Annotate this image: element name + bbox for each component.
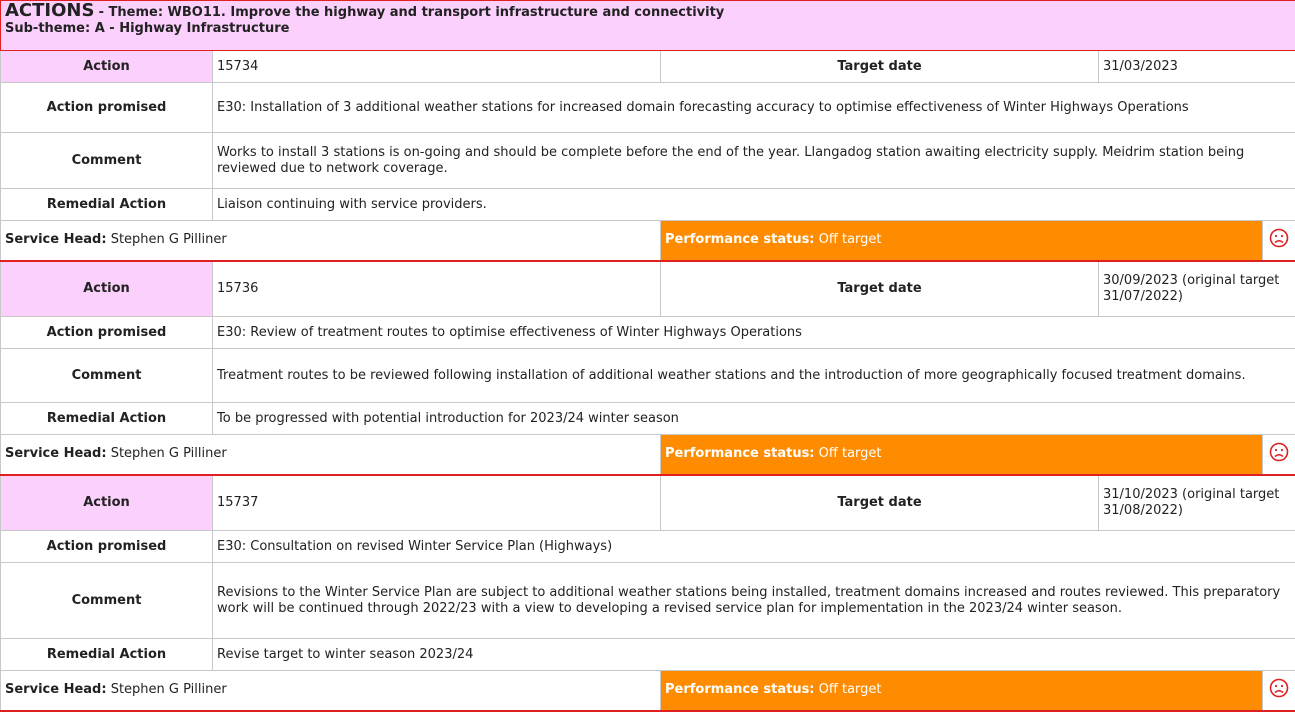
sad-face-icon	[1269, 228, 1289, 248]
label-cell: Remedial Action	[0, 638, 213, 671]
label-cell: Target date	[660, 50, 1099, 83]
remedial-text: Revise target to winter season 2023/24	[211, 638, 1295, 671]
status: Off target	[818, 232, 882, 248]
label-cell: Remedial Action	[0, 402, 213, 435]
target-date: 31/10/2023 (original target 31/08/2022)	[1097, 474, 1295, 531]
status-label: Performance status:	[665, 446, 815, 462]
status-label: Performance status:	[665, 232, 815, 248]
service-head-cell: Service Head: Stephen G Pilliner	[0, 670, 661, 712]
remedial-text: To be progressed with potential introduc…	[211, 402, 1295, 435]
label-cell: Comment	[0, 132, 213, 189]
action-row: Action 15734 Target date 31/03/2023	[0, 50, 1295, 83]
promised-text: E30: Consultation on revised Winter Serv…	[211, 530, 1295, 563]
target-date: 30/09/2023 (original target 31/07/2022)	[1097, 260, 1295, 317]
service-head: Stephen G Pilliner	[110, 682, 227, 698]
promised-row: Action promised E30: Consultation on revi…	[0, 530, 1295, 563]
status-cell: Performance status: Off target	[660, 670, 1263, 712]
status-cell: Performance status: Off target	[660, 220, 1263, 262]
remedial-row: Remedial Action Liaison continuing with s…	[0, 188, 1295, 221]
label-cell: Action promised	[0, 316, 213, 349]
action-id: 15737	[212, 474, 661, 531]
service-head: Stephen G Pilliner	[110, 232, 227, 248]
status-cell: Performance status: Off target	[660, 434, 1263, 476]
label-cell: Comment	[0, 562, 213, 639]
status: Off target	[818, 446, 882, 462]
comment-row: Comment Works to install 3 stations is on…	[0, 132, 1295, 189]
promised-row: Action promised E30: Installation of 3 ad…	[0, 82, 1295, 133]
label-cell: Comment	[0, 348, 213, 403]
label-cell: Action	[0, 474, 213, 531]
icon-cell	[1261, 220, 1295, 262]
service-row: Service Head: Stephen G Pilliner Performa…	[0, 670, 1295, 712]
comment-text: Revisions to the Winter Service Plan are…	[211, 562, 1295, 639]
label-cell: Target date	[660, 260, 1099, 317]
comment-row: Comment Revisions to the Winter Service P…	[0, 562, 1295, 639]
label-cell: Action promised	[0, 82, 213, 133]
action-id: 15736	[212, 260, 661, 317]
service-head-label: Service Head:	[5, 232, 107, 248]
status: Off target	[818, 682, 882, 698]
service-head-label: Service Head:	[5, 682, 107, 698]
label-cell: Target date	[660, 474, 1099, 531]
promised-text: E30: Installation of 3 additional weathe…	[211, 82, 1295, 133]
remedial-row: Remedial Action To be progressed with pot…	[0, 402, 1295, 435]
subtheme: Sub-theme: A - Highway Infrastructure	[5, 21, 290, 36]
service-head: Stephen G Pilliner	[110, 446, 227, 462]
service-row: Service Head: Stephen G Pilliner Performa…	[0, 220, 1295, 262]
comment-text: Works to install 3 stations is on-going …	[211, 132, 1295, 189]
header-cell: ACTIONS - Theme: WBO11. Improve the high…	[0, 0, 1295, 51]
icon-cell	[1261, 434, 1295, 476]
remedial-text: Liaison continuing with service provider…	[211, 188, 1295, 221]
action-row: Action 15736 Target date 30/09/2023 (origin…	[0, 260, 1295, 317]
service-head-cell: Service Head: Stephen G Pilliner	[0, 220, 661, 262]
target-date: 31/03/2023	[1097, 50, 1295, 83]
remedial-row: Remedial Action Revise target to winter s…	[0, 638, 1295, 671]
sad-face-icon	[1269, 678, 1289, 698]
comment-row: Comment Treatment routes to be reviewed f…	[0, 348, 1295, 403]
service-head-label: Service Head:	[5, 446, 107, 462]
label-cell: Action promised	[0, 530, 213, 563]
promised-row: Action promised E30: Review of treatment …	[0, 316, 1295, 349]
label-cell: Action	[0, 260, 213, 317]
action-row: Action 15737 Target date 31/10/2023 (origin…	[0, 474, 1295, 531]
service-head-cell: Service Head: Stephen G Pilliner	[0, 434, 661, 476]
label-cell: Remedial Action	[0, 188, 213, 221]
theme: - Theme: WBO11. Improve the highway and …	[98, 5, 725, 20]
promised-text: E30: Review of treatment routes to optim…	[211, 316, 1295, 349]
action-id: 15734	[212, 50, 661, 83]
header-row: ACTIONS - Theme: WBO11. Improve the high…	[0, 0, 1295, 51]
status-label: Performance status:	[665, 682, 815, 698]
label-cell: Action	[0, 50, 213, 83]
service-row: Service Head: Stephen G Pilliner Performa…	[0, 434, 1295, 476]
sad-face-icon	[1269, 442, 1289, 462]
comment-text: Treatment routes to be reviewed followin…	[211, 348, 1295, 403]
title: ACTIONS	[5, 0, 95, 21]
icon-cell	[1261, 670, 1295, 712]
